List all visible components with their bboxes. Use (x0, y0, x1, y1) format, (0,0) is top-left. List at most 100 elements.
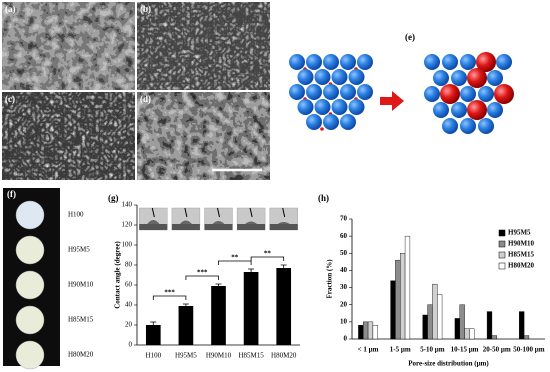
sphere (297, 69, 314, 85)
y-tick-label: 60 (125, 281, 133, 289)
x-tick-label: H85M15 (238, 352, 264, 360)
droplet (277, 222, 290, 224)
sphere (487, 102, 503, 118)
y-tick-label: 20 (340, 300, 348, 308)
needle (151, 207, 155, 218)
panel-label: (d) (140, 94, 151, 104)
bar (400, 253, 406, 340)
sphere (340, 54, 356, 70)
panel-label: (e) (405, 32, 415, 42)
y-tick-label: 20 (125, 321, 133, 329)
bar (486, 311, 493, 340)
sphere (433, 70, 449, 86)
x-tick-label: 20-50 μm (483, 346, 511, 354)
bar (367, 321, 374, 340)
sphere (357, 84, 373, 100)
sphere (289, 54, 305, 70)
bar (145, 325, 161, 345)
x-tick-label: < 1 μm (358, 346, 379, 354)
y-axis-label: Fraction (%) (326, 259, 334, 299)
y-tick-label: 120 (122, 221, 133, 229)
sphere (478, 86, 494, 102)
needle (249, 207, 253, 218)
droplet (212, 221, 225, 224)
bar (211, 286, 226, 345)
disc (15, 270, 45, 300)
sem-images (2, 2, 270, 180)
error-bar (280, 264, 287, 271)
schematic (289, 52, 514, 134)
x-tick-label: H80M20 (271, 352, 297, 360)
sphere (467, 100, 487, 120)
significance-label: ** (264, 250, 272, 258)
significance-label: ** (231, 254, 239, 262)
significance-bracket (218, 260, 252, 265)
error-bar (182, 303, 189, 308)
sphere (476, 52, 496, 72)
x-tick-label: 50-100 μm (513, 346, 545, 354)
significance-bracket (152, 295, 187, 300)
sphere (496, 54, 512, 70)
droplet (147, 220, 160, 224)
sphere (460, 86, 476, 102)
legend-swatch (498, 240, 506, 248)
bar (422, 314, 428, 340)
sem-d-texture (137, 92, 270, 180)
needle (184, 207, 188, 218)
sample-label: H100 (68, 211, 84, 219)
bar (243, 272, 259, 345)
sphere (340, 84, 356, 100)
sem-c-texture (2, 92, 135, 180)
significance-bracket (250, 256, 285, 261)
droplet-substrate (204, 224, 233, 230)
needle (217, 207, 220, 218)
y-tick-label: 140 (122, 201, 133, 209)
error-bar (215, 283, 222, 288)
sphere (314, 99, 331, 115)
needle (282, 207, 286, 218)
sample-label: H80M20 (68, 351, 94, 359)
bar (437, 294, 443, 340)
bar (427, 304, 433, 340)
legend-label: H80M20 (508, 262, 535, 270)
sphere (467, 68, 487, 88)
y-tick-label: 70 (340, 215, 348, 223)
sphere (460, 54, 476, 70)
error-bar (248, 268, 255, 275)
arrow (380, 91, 404, 111)
sphere (331, 69, 348, 85)
y-tick-label: 0 (344, 335, 348, 343)
y-tick-label: 40 (125, 301, 133, 309)
sphere (306, 54, 322, 70)
bar (178, 306, 194, 345)
sample-label: H90M10 (68, 281, 94, 289)
droplet-substrate (237, 224, 266, 230)
x-tick-label: 10-15 μm (451, 346, 479, 354)
sample-label: H95M5 (68, 246, 90, 254)
y-tick-label: 50 (340, 249, 348, 257)
x-axis-label: Pore-size distribution (μm) (408, 360, 489, 368)
y-tick-label: 80 (125, 261, 133, 269)
sphere (357, 54, 373, 70)
panel-label: (f) (7, 189, 16, 199)
y-tick-label: 40 (340, 266, 348, 274)
bar (372, 325, 378, 340)
bar (390, 280, 396, 340)
sem-b-texture (137, 2, 270, 90)
disc (15, 305, 45, 335)
x-tick-label: 1-5 μm (390, 346, 411, 354)
bar (404, 235, 411, 340)
sphere (297, 99, 314, 115)
sphere (478, 118, 494, 134)
disc (15, 235, 45, 265)
bar (276, 268, 292, 345)
sample-label: H85M15 (68, 316, 94, 324)
sphere (494, 84, 514, 104)
bar (469, 328, 475, 340)
disc (15, 340, 45, 370)
legend-swatch (498, 251, 506, 259)
sphere (289, 84, 305, 100)
x-tick-label: H95M5 (175, 352, 197, 360)
sphere (442, 54, 458, 70)
